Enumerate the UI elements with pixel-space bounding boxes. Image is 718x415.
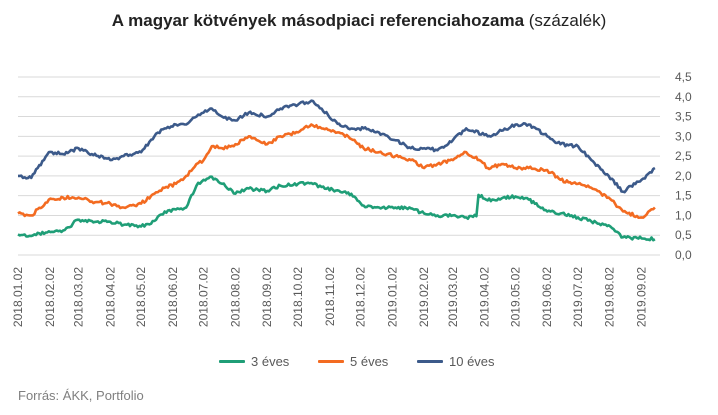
x-tick-label: 2018.05.02 — [134, 267, 148, 327]
legend-swatch-5-eves — [318, 360, 344, 363]
legend-label-10-eves: 10 éves — [449, 354, 495, 369]
y-tick-label: 4,5 — [675, 70, 692, 84]
y-tick-label: 3,0 — [675, 129, 692, 143]
x-tick-label: 2018.12.02 — [354, 267, 368, 327]
x-tick-label: 2019.07.02 — [571, 267, 585, 327]
x-tick-label: 2018.10.02 — [291, 267, 305, 327]
x-tick-label: 2019.08.02 — [603, 267, 617, 327]
legend-label-5-eves: 5 éves — [350, 354, 389, 369]
x-tick-label: 2019.04.02 — [478, 267, 492, 327]
x-tick-label: 2018.06.02 — [166, 267, 180, 327]
y-tick-label: 3,5 — [675, 110, 692, 124]
series-lines — [17, 99, 656, 242]
x-tick-label: 2019.03.02 — [446, 267, 460, 327]
source-note: Forrás: ÁKK, Portfolio — [18, 388, 144, 403]
chart-title-unit: (százalék) — [528, 11, 607, 30]
x-tick-label: 2019.09.02 — [635, 267, 649, 327]
y-tick-label: 4,0 — [675, 90, 692, 104]
chart-title: A magyar kötvények másodpiaci referencia… — [0, 11, 718, 31]
legend-item-5-eves: 5 éves — [318, 354, 388, 369]
x-tick-label: 2019.06.02 — [540, 267, 554, 327]
y-tick-label: 2,5 — [675, 149, 692, 163]
y-tick-label: 2,0 — [675, 169, 692, 183]
x-tick-label: 2018.07.02 — [197, 267, 211, 327]
x-tick-label: 2019.01.02 — [385, 267, 399, 327]
legend-item-10-eves: 10 éves — [417, 354, 495, 369]
y-axis-ticks: 0,0 0,5 1,0 1,5 2,0 2,5 3,0 3,5 4,0 4,5 — [675, 70, 692, 262]
legend-swatch-3-eves — [219, 360, 245, 363]
gridlines — [18, 76, 660, 256]
x-tick-label: 2019.05.02 — [508, 267, 522, 327]
chart-title-main: A magyar kötvények másodpiaci referencia… — [111, 11, 525, 30]
series-line-10-eves — [18, 99, 656, 194]
x-tick-label: 2018.08.02 — [228, 267, 242, 327]
x-tick-label: 2018.09.02 — [260, 267, 274, 327]
x-tick-label: 2018.11.02 — [323, 267, 337, 326]
x-tick-label: 2019.02.02 — [417, 267, 431, 327]
y-tick-label: 1,0 — [675, 208, 692, 222]
line-chart: 0,0 0,5 1,0 1,5 2,0 2,5 3,0 3,5 4,0 4,5 2018.01.0… — [11, 70, 692, 327]
legend-item-3-eves: 3 éves — [219, 354, 289, 369]
y-tick-label: 0,5 — [675, 228, 692, 242]
x-tick-label: 2018.03.02 — [72, 267, 86, 327]
y-tick-label: 0,0 — [675, 248, 692, 262]
x-tick-label: 2018.01.02 — [11, 267, 25, 327]
series-line-3-eves — [17, 175, 656, 242]
x-tick-label: 2018.04.02 — [103, 267, 117, 327]
x-axis-ticks: 2018.01.02 2018.02.02 2018.03.02 2018.04.02… — [11, 267, 649, 327]
legend-swatch-10-eves — [417, 360, 443, 363]
series-line-5-eves — [17, 123, 656, 219]
y-tick-label: 1,5 — [675, 189, 692, 203]
legend-label-3-eves: 3 éves — [251, 354, 290, 369]
legend: 3 éves 5 éves 10 éves — [0, 354, 718, 374]
x-tick-label: 2018.02.02 — [43, 267, 57, 327]
